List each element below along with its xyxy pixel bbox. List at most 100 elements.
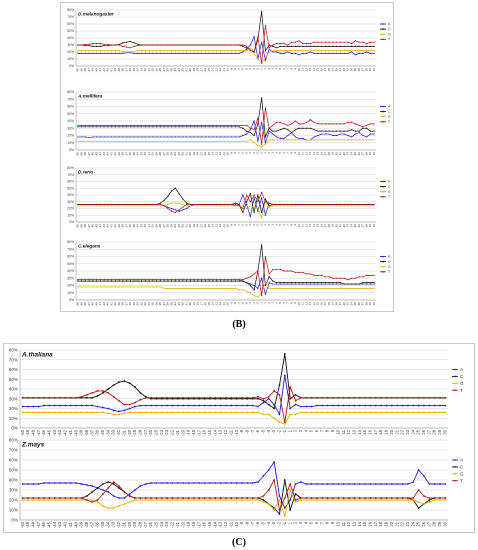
x-tick-label: -10 [234, 429, 239, 436]
data-point-C [302, 45, 304, 48]
x-tick-label: -3 [271, 521, 276, 525]
data-point-A [283, 52, 285, 55]
data-point-A [369, 483, 372, 485]
data-point-T [246, 277, 248, 279]
data-point-A [321, 283, 323, 285]
data-point-A [178, 210, 180, 212]
data-point-A [91, 485, 94, 487]
data-point-T [362, 276, 364, 278]
data-point-A [214, 482, 217, 484]
data-point-T [246, 45, 248, 48]
data-point-G [134, 499, 136, 501]
data-point-C [114, 280, 116, 282]
data-point-T [253, 194, 255, 196]
x-tick-label: 25 [353, 224, 357, 228]
data-point-G [390, 411, 393, 414]
data-point-A [298, 137, 300, 139]
data-point-C [99, 280, 101, 282]
x-tick-label: -2 [256, 152, 260, 155]
data-point-C [102, 392, 104, 394]
data-point-G [396, 499, 399, 501]
data-point-C [309, 45, 311, 48]
data-point-G [178, 50, 180, 52]
data-point-G [313, 287, 315, 289]
data-point-G [283, 423, 286, 425]
data-point-T [278, 509, 281, 511]
data-point-T [32, 497, 35, 499]
x-tick-label: 18 [378, 521, 383, 526]
data-point-T [264, 255, 266, 258]
data-point-G [182, 140, 184, 142]
data-point-C [193, 280, 195, 282]
data-point-G [204, 140, 206, 142]
data-point-A [48, 404, 51, 407]
data-point-G [306, 50, 308, 52]
data-point-G [251, 499, 254, 501]
data-point-T [336, 123, 338, 125]
x-tick-label: -47 [36, 429, 41, 436]
data-point-T [193, 124, 195, 126]
data-point-T [171, 497, 174, 499]
data-point-G [103, 286, 105, 288]
data-point-T [238, 44, 240, 46]
x-tick-label: 25 [353, 68, 357, 72]
data-point-A [249, 44, 251, 46]
x-tick-label: -19 [186, 429, 191, 436]
data-point-A [123, 497, 126, 499]
data-point-G [81, 286, 83, 288]
x-tick-label: 16 [319, 224, 323, 228]
data-point-G [287, 287, 289, 289]
data-point-T [167, 44, 169, 46]
data-point-T [91, 501, 94, 503]
data-point-G [348, 411, 350, 414]
data-point-G [219, 50, 221, 52]
x-tick-label: -30 [127, 521, 132, 528]
data-point-G [148, 140, 150, 142]
data-point-C [351, 129, 353, 131]
x-tick-label: -10 [226, 302, 230, 307]
data-point-C [171, 190, 173, 192]
data-point-A [358, 52, 360, 55]
x-tick-label: 20 [334, 224, 338, 228]
data-point-T [139, 497, 142, 499]
data-point-C [234, 280, 236, 282]
x-tick-label: -22 [181, 224, 185, 229]
data-point-G [439, 411, 441, 414]
data-point-T [148, 124, 150, 126]
data-point-T [186, 279, 188, 281]
x-tick-label: 10 [297, 152, 301, 156]
data-point-C [88, 45, 90, 47]
x-tick-label: -19 [192, 302, 196, 307]
data-point-C [278, 513, 281, 515]
data-point-A [242, 194, 244, 196]
data-point-G [126, 205, 128, 207]
data-point-T [358, 497, 361, 499]
data-point-G [310, 411, 313, 414]
data-point-T [174, 279, 176, 281]
data-point-A [306, 283, 308, 285]
data-point-G [84, 205, 86, 207]
data-point-G [234, 50, 236, 52]
y-tick-label: 50% [67, 262, 74, 266]
x-tick-label: -35 [100, 429, 105, 436]
x-tick-label: 17 [373, 521, 378, 526]
series-line-T [22, 385, 446, 423]
data-point-A [201, 52, 203, 55]
data-point-T [111, 44, 113, 46]
data-point-A [279, 137, 281, 139]
data-point-C [129, 280, 131, 282]
data-point-G [88, 205, 90, 207]
data-point-T [129, 203, 131, 206]
data-point-G [234, 287, 236, 289]
data-point-G [92, 205, 94, 207]
chart-5: 0%10%20%30%40%50%60%70%80%-50 -49 -48 -47 -4… [9, 348, 464, 436]
data-point-T [77, 203, 79, 206]
x-tick-label: -21 [175, 429, 180, 436]
data-point-G [174, 50, 176, 52]
data-point-A [77, 52, 79, 55]
data-point-T [32, 396, 35, 399]
data-point-T [306, 43, 308, 45]
data-point-A [32, 483, 35, 485]
x-tick-label: -46 [91, 152, 95, 157]
data-point-G [230, 411, 233, 414]
